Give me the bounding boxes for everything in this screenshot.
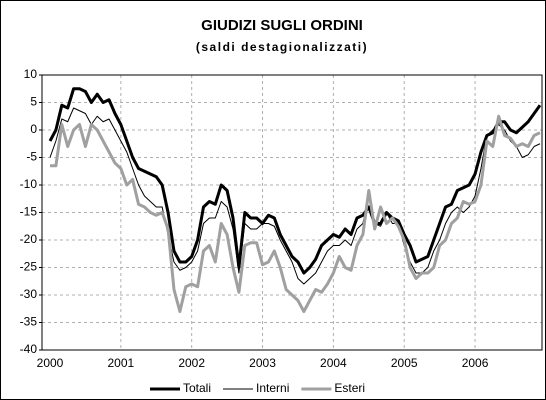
chart-subtitle: (saldi destagionalizzati)	[196, 40, 368, 54]
x-tick-label: 2006	[462, 356, 489, 370]
y-tick-label: 10	[24, 67, 38, 81]
y-tick-label: -5	[26, 150, 37, 164]
y-tick-label: -20	[20, 232, 38, 246]
y-tick-label: 5	[30, 95, 37, 109]
x-tick-label: 2004	[320, 356, 347, 370]
y-tick-label: -15	[20, 205, 38, 219]
legend-label: Interni	[256, 381, 289, 395]
y-tick-label: -35	[20, 315, 38, 329]
y-tick-label: -30	[20, 287, 38, 301]
chart-title: GIUDIZI SUGLI ORDINI	[201, 17, 363, 34]
y-tick-label: -10	[20, 177, 38, 191]
legend-label: Totali	[183, 381, 211, 395]
y-tick-label: -40	[20, 342, 38, 356]
legend-label: Esteri	[334, 381, 365, 395]
series-line	[48, 87, 542, 275]
series-line	[49, 107, 541, 285]
x-tick-label: 2003	[249, 356, 276, 370]
x-tick-label: 2001	[107, 356, 134, 370]
series-line	[50, 114, 541, 313]
y-tick-label: -25	[20, 260, 38, 274]
x-tick-label: 2002	[178, 356, 205, 370]
x-tick-label: 2005	[391, 356, 418, 370]
y-tick-label: 0	[30, 122, 37, 136]
plot-border	[41, 74, 543, 351]
x-tick-label: 2000	[37, 356, 64, 370]
